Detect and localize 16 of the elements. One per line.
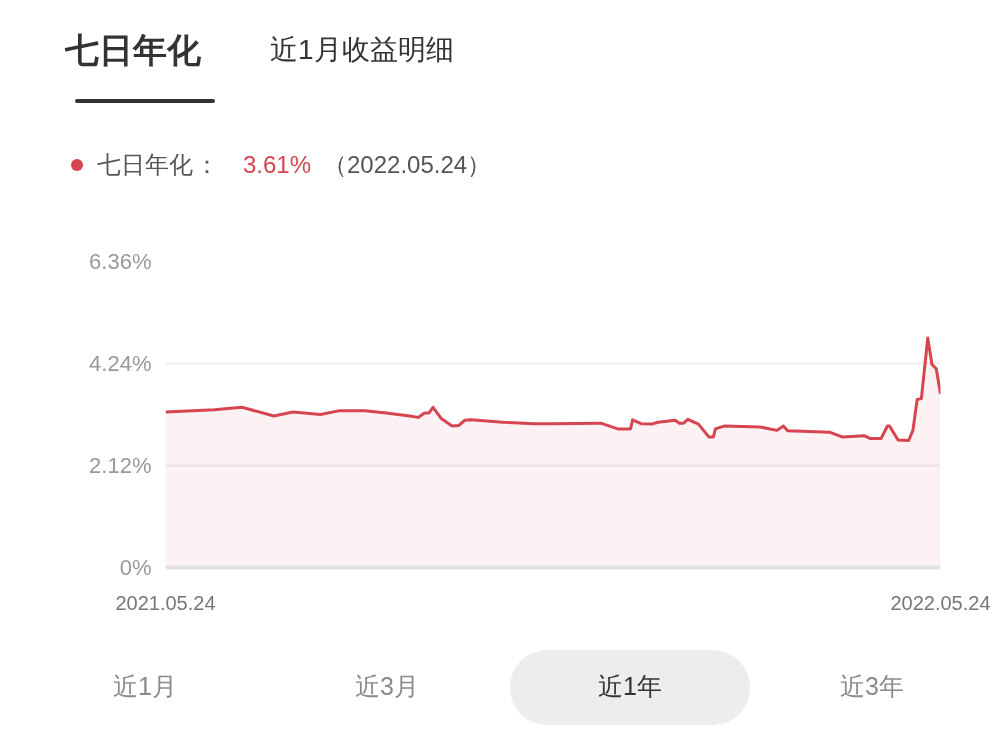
y-tick-label: 4.24% bbox=[89, 351, 152, 376]
chart-title: 七日年化 bbox=[65, 29, 201, 71]
text: （2022.05.24） bbox=[323, 149, 492, 180]
y-tick-label: 0% bbox=[119, 555, 152, 580]
text: 3.61% bbox=[243, 149, 312, 180]
text: ： bbox=[195, 149, 219, 180]
x-tick-label: 2021.05.24 bbox=[115, 591, 216, 614]
text: 近3年 bbox=[840, 671, 904, 703]
x-tick-label: 2022.05.24 bbox=[890, 591, 991, 614]
y-tick-label: 2.12% bbox=[89, 453, 152, 478]
text: 近3月 bbox=[355, 671, 419, 703]
y-tick-label: 6.36% bbox=[89, 249, 152, 274]
text: 近1年 bbox=[598, 671, 662, 703]
text: 近1月 bbox=[113, 671, 177, 703]
chart-subtitle: 近1月收益明细 bbox=[270, 33, 454, 67]
legend-label: 七日年化 bbox=[97, 149, 193, 180]
